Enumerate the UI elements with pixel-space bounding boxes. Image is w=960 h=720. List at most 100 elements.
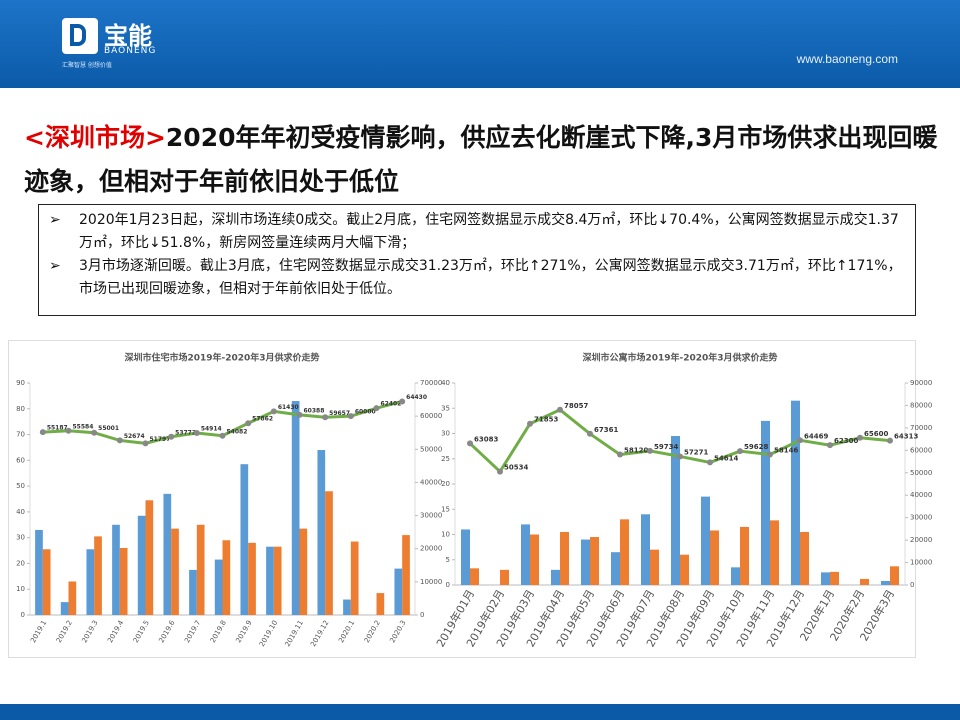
slide-title: <深圳市场>2020年年初受疫情影响，供应去化断崖式下降,3月市场供求出现回暖迹… <box>24 116 944 204</box>
data-label: 59628 <box>744 443 768 451</box>
y-tick-label: 30 <box>16 534 25 542</box>
title-text: 2020年年初受疫情影响，供应去化断崖式下降,3月市场供求出现回暖迹象，但相对于… <box>24 123 938 196</box>
title-tag: <深圳市场> <box>24 123 166 152</box>
y2-tick-label: 20000 <box>420 545 442 553</box>
line-marker <box>347 413 354 420</box>
x-tick-label: 2020.1 <box>337 619 356 644</box>
y-tick-label: 10 <box>441 531 450 539</box>
data-label: 64313 <box>894 433 918 441</box>
data-label: 61430 <box>278 404 299 411</box>
y-tick-label: 5 <box>446 556 450 564</box>
line-marker <box>142 440 149 447</box>
bar <box>222 540 231 615</box>
y2-tick-label: 30000 <box>420 512 442 520</box>
x-tick-label: 2019.12 <box>309 619 330 648</box>
bar <box>791 400 800 585</box>
bar <box>710 530 719 585</box>
bullet: ➢ 2020年1月23日起，深圳市场连续0成交。截止2月底，住宅网签数据显示成交8… <box>49 209 905 255</box>
line-marker <box>116 437 123 444</box>
y2-tick-label: 40000 <box>420 478 442 486</box>
bar <box>376 593 385 615</box>
bar <box>196 524 205 615</box>
x-tick-label: 2019.4 <box>106 619 125 645</box>
bar <box>350 541 359 615</box>
y-tick-label: 10 <box>16 585 25 593</box>
x-tick-label: 2020.2 <box>363 619 382 644</box>
chart-title: 深圳市住宅市场2019年-2020年3月供求价走势 <box>124 352 319 364</box>
line-marker <box>647 447 653 454</box>
y2-tick-label: 30000 <box>910 514 932 522</box>
data-label: 60388 <box>304 407 325 414</box>
bar <box>86 549 95 615</box>
bar <box>551 569 560 585</box>
data-label: 60000 <box>355 409 376 416</box>
bar <box>42 549 51 615</box>
header-bar: 宝能 BAONENG 汇聚智慧 创想价值 www.baoneng.com <box>0 0 960 88</box>
bar <box>590 537 599 585</box>
y2-tick-label: 10000 <box>420 578 442 586</box>
line-marker <box>91 429 98 436</box>
data-label: 54082 <box>227 428 248 435</box>
bar <box>402 535 410 615</box>
y2-tick-label: 10000 <box>910 559 932 567</box>
bar <box>163 493 172 615</box>
y-tick-label: 60 <box>16 456 25 464</box>
y2-tick-label: 50000 <box>910 469 932 477</box>
data-label: 54614 <box>714 454 738 462</box>
footer-bar <box>0 704 960 720</box>
bar <box>701 496 710 585</box>
y-tick-label: 30 <box>441 430 450 438</box>
bar <box>343 599 351 615</box>
bar <box>671 436 680 585</box>
data-label: 58146 <box>774 446 798 454</box>
x-tick-label: 2019.5 <box>132 619 151 644</box>
bar <box>35 529 43 615</box>
bar <box>94 536 102 615</box>
slogan: 汇聚智慧 创想价值 <box>62 62 112 69</box>
bullet: ➢ 3月市场逐渐回暖。截止3月底，住宅网签数据显示成交31.23万㎡，环比↑271… <box>49 255 905 301</box>
data-label: 62402 <box>381 401 402 408</box>
bar <box>119 547 128 615</box>
x-tick-label: 2019.7 <box>183 619 202 644</box>
y-tick-label: 40 <box>441 379 450 387</box>
data-label: 55187 <box>47 425 68 432</box>
line-marker <box>587 430 593 437</box>
y-tick-label: 90 <box>16 379 25 387</box>
x-tick-label: 2019.11 <box>284 619 305 648</box>
data-label: 57862 <box>252 416 273 423</box>
y2-tick-label: 80000 <box>910 401 932 409</box>
bar <box>740 526 749 585</box>
y-tick-label: 80 <box>16 405 25 413</box>
data-label: 62300 <box>834 437 858 445</box>
data-label: 64469 <box>804 432 828 440</box>
data-label: 55584 <box>73 423 94 430</box>
y2-tick-label: 60000 <box>420 412 442 420</box>
bar <box>112 524 120 615</box>
x-tick-label: 2019.6 <box>157 619 176 645</box>
y2-tick-label: 0 <box>910 581 914 589</box>
bar <box>266 546 274 615</box>
y-tick-label: 20 <box>441 480 450 488</box>
line-marker <box>677 453 683 460</box>
bar <box>214 559 223 615</box>
bar <box>291 401 300 615</box>
data-label: 51797 <box>150 436 171 443</box>
data-label: 57271 <box>684 448 708 456</box>
bar <box>860 578 869 585</box>
bar <box>68 581 77 615</box>
data-label: 65600 <box>864 430 888 438</box>
y2-tick-label: 40000 <box>910 491 932 499</box>
bullet-text: 2020年1月23日起，深圳市场连续0成交。截止2月底，住宅网签数据显示成交8.… <box>79 212 899 251</box>
y-tick-label: 20 <box>16 559 25 567</box>
y-tick-label: 70 <box>16 431 25 439</box>
data-label: 64430 <box>406 394 427 401</box>
logo-sub: BAONENG <box>104 46 157 56</box>
bar <box>394 568 403 615</box>
logo: 宝能 <box>104 22 152 50</box>
x-tick-label: 2019.8 <box>209 619 228 644</box>
bar <box>620 519 629 585</box>
bar <box>248 542 256 615</box>
y2-tick-label: 90000 <box>910 379 932 387</box>
y2-tick-label: 50000 <box>420 445 442 453</box>
